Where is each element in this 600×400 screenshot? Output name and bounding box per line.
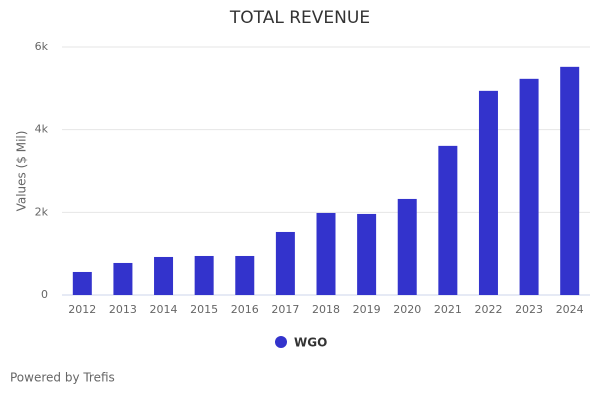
x-tick-label: 2015 [190, 303, 218, 316]
chart-title: TOTAL REVENUE [229, 8, 370, 28]
y-tick-label: 0 [41, 288, 48, 301]
bar [154, 256, 174, 295]
y-axis-label: Values ($ Mil) [15, 131, 29, 212]
x-tick-label: 2023 [515, 303, 543, 316]
y-tick-label: 2k [35, 205, 49, 218]
x-tick-label: 2016 [231, 303, 259, 316]
x-tick-label: 2012 [68, 303, 96, 316]
bar [357, 213, 377, 295]
x-tick-label: 2019 [353, 303, 381, 316]
bar [478, 90, 498, 295]
bar [560, 66, 580, 295]
bar [113, 262, 133, 295]
x-tick-label: 2013 [109, 303, 137, 316]
bar [194, 255, 214, 295]
y-tick-label: 4k [35, 123, 49, 136]
bar [235, 255, 255, 295]
legend-label: WGO [294, 336, 327, 350]
x-tick-label: 2022 [474, 303, 502, 316]
y-tick-label: 6k [35, 40, 49, 53]
bar [72, 271, 92, 295]
legend-marker [275, 336, 287, 348]
x-tick-label: 2024 [556, 303, 584, 316]
bar [519, 78, 539, 296]
bar [275, 231, 295, 295]
x-tick-label: 2021 [434, 303, 462, 316]
x-tick-label: 2020 [393, 303, 421, 316]
credits: Powered by Trefis [10, 371, 115, 385]
x-tick-label: 2014 [150, 303, 178, 316]
bar [438, 145, 458, 295]
x-tick-label: 2018 [312, 303, 340, 316]
bar [397, 198, 417, 295]
bar [316, 212, 336, 295]
x-tick-label: 2017 [271, 303, 299, 316]
